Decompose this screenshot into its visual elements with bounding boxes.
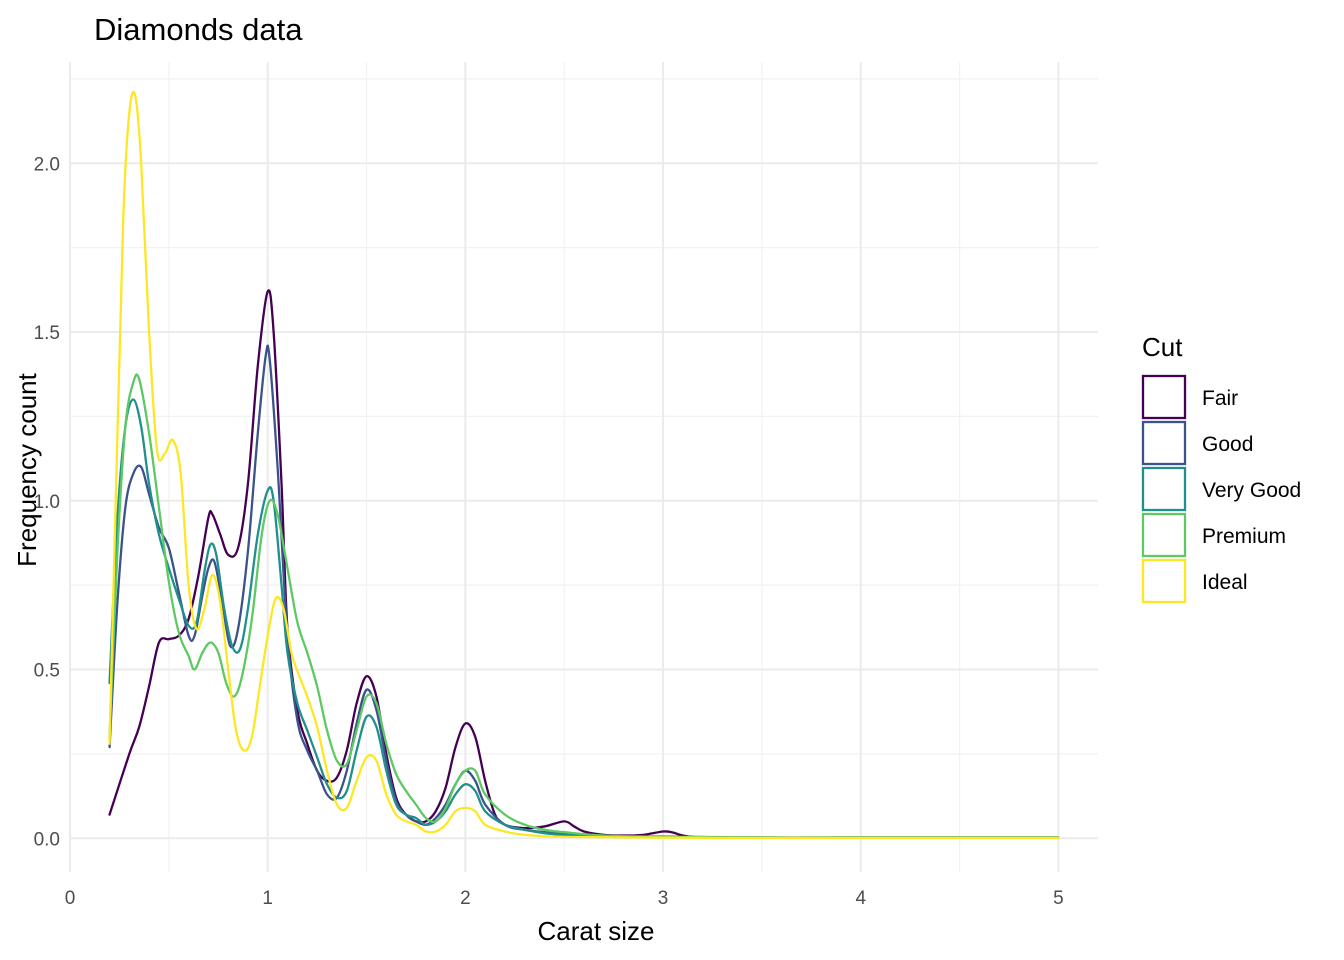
series-line-very-good <box>108 398 1060 839</box>
legend-label-ideal: Ideal <box>1202 571 1248 594</box>
y-tick-label: 0.0 <box>34 829 60 850</box>
y-tick-label: 2.0 <box>34 154 60 175</box>
legend-title: Cut <box>1142 332 1183 362</box>
legend-key-ideal <box>1141 558 1187 604</box>
x-axis-title: Carat size <box>537 916 654 946</box>
y-axis-title: Frequency count <box>12 372 42 566</box>
legend-key-premium <box>1141 512 1187 558</box>
y-tick-label: 1.0 <box>34 492 60 513</box>
series-lines <box>108 90 1060 840</box>
legend-label-fair: Fair <box>1202 387 1238 410</box>
legend-key-fair <box>1141 374 1187 420</box>
legend-key-good <box>1141 420 1187 466</box>
series-line-premium <box>108 373 1060 839</box>
x-axis-ticks: 0 1 2 3 4 5 <box>65 888 1064 909</box>
x-tick-label: 4 <box>855 888 866 909</box>
legend-key-very-good <box>1141 466 1187 512</box>
x-tick-label: 3 <box>658 888 669 909</box>
x-tick-label: 0 <box>65 888 76 909</box>
chart-title: Diamonds data <box>94 12 303 47</box>
y-tick-label: 0.5 <box>34 661 60 682</box>
series-line-ideal <box>108 90 1060 840</box>
x-tick-label: 5 <box>1053 888 1064 909</box>
x-tick-label: 1 <box>262 888 273 909</box>
legend-label-good: Good <box>1202 433 1253 456</box>
y-axis-ticks: 0.0 0.5 1.0 1.5 2.0 <box>34 154 60 850</box>
series-line-good <box>108 344 1060 839</box>
legend-label-very-good: Very Good <box>1202 479 1301 502</box>
series-line-fair <box>108 289 1060 839</box>
y-tick-label: 1.5 <box>34 323 60 344</box>
grid <box>69 62 1098 872</box>
legend-label-premium: Premium <box>1202 525 1286 548</box>
x-tick-label: 2 <box>460 888 471 909</box>
legend: Cut Fair Good Very Good Premium Ideal <box>1141 332 1301 604</box>
